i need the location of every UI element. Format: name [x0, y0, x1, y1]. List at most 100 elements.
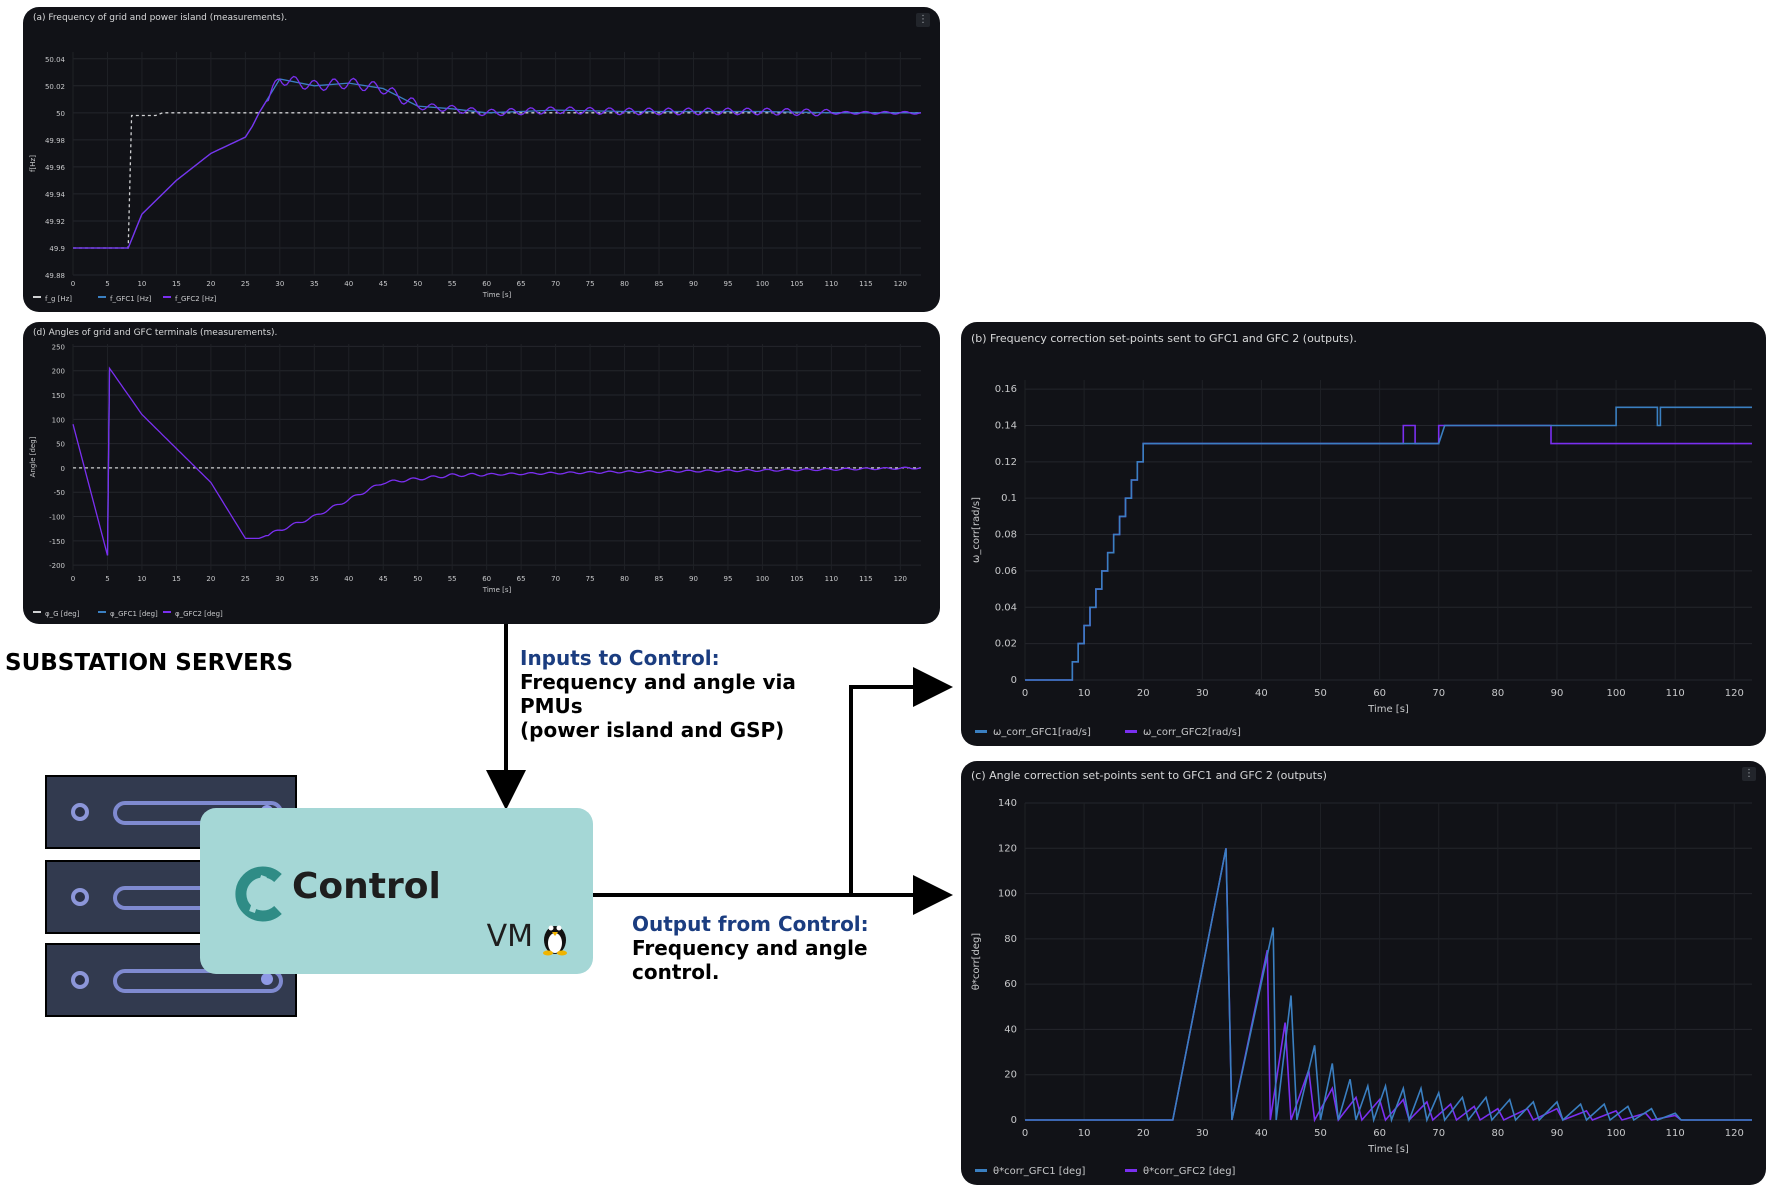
panel-menu-icon[interactable]: ⋮: [1742, 767, 1756, 781]
y-tick-label: 150: [52, 392, 65, 400]
panel-angle-correction: (c) Angle correction set-points sent to …: [961, 761, 1766, 1185]
panel-frequency-correction: (b) Frequency correction set-points sent…: [961, 322, 1766, 746]
x-tick-label: 30: [1196, 688, 1209, 699]
x-tick-label: 15: [172, 575, 181, 583]
series-line: [73, 75, 922, 249]
legend-label: φ_GFC2 [deg]: [175, 610, 223, 618]
x-tick-label: 40: [1255, 1128, 1268, 1139]
x-tick-label: 70: [1432, 688, 1445, 699]
x-tick-label: 50: [1314, 1128, 1327, 1139]
x-tick-label: 10: [1078, 1128, 1091, 1139]
inputs-heading: Inputs to Control:: [520, 646, 720, 670]
x-tick-label: 80: [1491, 1128, 1504, 1139]
y-tick-label: 250: [52, 343, 65, 351]
x-tick-label: 70: [551, 280, 560, 288]
x-tick-label: 65: [517, 575, 526, 583]
control-vm-box: Control VM: [200, 808, 593, 974]
y-tick-label: 0.02: [995, 639, 1017, 650]
x-tick-label: 70: [551, 575, 560, 583]
chart-angle-correction: 140 120 100 80 60 40 20 00 10 20 30 40 50 60 70 80 90 100…: [971, 798, 1752, 1177]
y-tick-label: -100: [49, 514, 65, 522]
x-tick-label: 20: [206, 575, 215, 583]
output-annotation: Output from Control: Frequency and angle…: [632, 912, 869, 984]
x-tick-label: 5: [105, 575, 109, 583]
legend-label: θ*corr_GFC2 [deg]: [1143, 1166, 1236, 1177]
x-tick-label: 75: [586, 280, 595, 288]
x-tick-label: 0: [1022, 688, 1028, 699]
y-tick-label: 100: [998, 889, 1017, 900]
inputs-line-1: Frequency and angle via: [520, 670, 796, 694]
x-tick-label: 60: [482, 280, 491, 288]
x-tick-label: 120: [1725, 1128, 1744, 1139]
legend-swatch: [1125, 730, 1137, 733]
y-tick-label: 0.12: [995, 457, 1017, 468]
y-tick-label: 200: [52, 368, 65, 376]
y-tick-label: 49.94: [45, 191, 66, 199]
y-tick-label: -200: [49, 562, 65, 570]
legend-label: φ_GFC1 [deg]: [110, 610, 158, 618]
legend-swatch: [98, 611, 106, 613]
legend-label: ω_corr_GFC1[rad/s]: [993, 727, 1091, 738]
legend-label: f_GFC2 [Hz]: [175, 295, 217, 303]
x-axis-label: Time [s]: [482, 586, 512, 594]
legend-swatch: [975, 1169, 987, 1172]
x-axis-label: Time [s]: [1367, 1144, 1409, 1155]
y-tick-label: 0: [1011, 675, 1017, 686]
x-tick-label: 60: [1373, 688, 1386, 699]
x-tick-label: 45: [379, 575, 388, 583]
x-tick-label: 55: [448, 280, 457, 288]
legend-label: f_GFC1 [Hz]: [110, 295, 152, 303]
x-tick-label: 90: [689, 280, 698, 288]
x-tick-label: 85: [655, 575, 664, 583]
x-axis-label: Time [s]: [482, 291, 512, 299]
server-knob-icon: [71, 803, 89, 821]
x-tick-label: 40: [1255, 688, 1268, 699]
chart-angles: 250 200 150 100 50 0 -50 -100 -150 -200 0 5 10 15 20 25…: [29, 343, 922, 618]
panel-angles: (d) Angles of grid and GFC terminals (me…: [23, 322, 940, 624]
y-tick-label: 100: [52, 416, 65, 424]
x-tick-label: 120: [894, 280, 907, 288]
x-tick-label: 95: [723, 575, 732, 583]
x-tick-label: 35: [310, 280, 319, 288]
y-tick-label: -50: [54, 489, 65, 497]
y-tick-label: 50.04: [45, 56, 66, 64]
x-tick-label: 15: [172, 280, 181, 288]
series-line: [1025, 406, 1752, 681]
panel-title: (b) Frequency correction set-points sent…: [971, 332, 1357, 345]
x-tick-label: 45: [379, 280, 388, 288]
x-tick-label: 30: [1196, 1128, 1209, 1139]
panel-title: (d) Angles of grid and GFC terminals (me…: [33, 328, 278, 338]
inputs-line-3: (power island and GSP): [520, 718, 785, 742]
y-tick-label: 50: [56, 110, 65, 118]
x-tick-label: 90: [689, 575, 698, 583]
server-slot-icon: [113, 969, 283, 993]
legend-label: θ*corr_GFC1 [deg]: [993, 1166, 1086, 1177]
x-tick-label: 80: [620, 575, 629, 583]
legend-swatch: [98, 296, 106, 298]
output-line-1: Frequency and angle: [632, 936, 868, 960]
legend-swatch: [163, 611, 171, 613]
y-axis-label: f[Hz]: [29, 155, 37, 172]
x-tick-label: 100: [756, 280, 769, 288]
y-tick-label: 40: [1004, 1024, 1017, 1035]
x-tick-label: 65: [517, 280, 526, 288]
inputs-line-2: PMUs: [520, 694, 583, 718]
x-tick-label: 80: [1491, 688, 1504, 699]
substation-label: SUBSTATION SERVERS: [5, 650, 294, 676]
output-heading: Output from Control:: [632, 912, 869, 936]
panel-menu-icon[interactable]: ⋮: [916, 13, 930, 27]
x-tick-label: 30: [275, 280, 284, 288]
legend-label: ω_corr_GFC2[rad/s]: [1143, 727, 1241, 738]
x-tick-label: 120: [1725, 688, 1744, 699]
legend-swatch: [163, 296, 171, 298]
x-tick-label: 100: [1607, 1128, 1626, 1139]
legend-swatch: [33, 611, 41, 613]
x-tick-label: 100: [756, 575, 769, 583]
x-tick-label: 0: [71, 575, 75, 583]
x-tick-label: 20: [206, 280, 215, 288]
series-line: [73, 112, 921, 249]
legend-swatch: [1125, 1169, 1137, 1172]
x-tick-label: 60: [482, 575, 491, 583]
inputs-annotation: Inputs to Control: Frequency and angle v…: [520, 646, 796, 742]
y-tick-label: 0: [61, 465, 65, 473]
